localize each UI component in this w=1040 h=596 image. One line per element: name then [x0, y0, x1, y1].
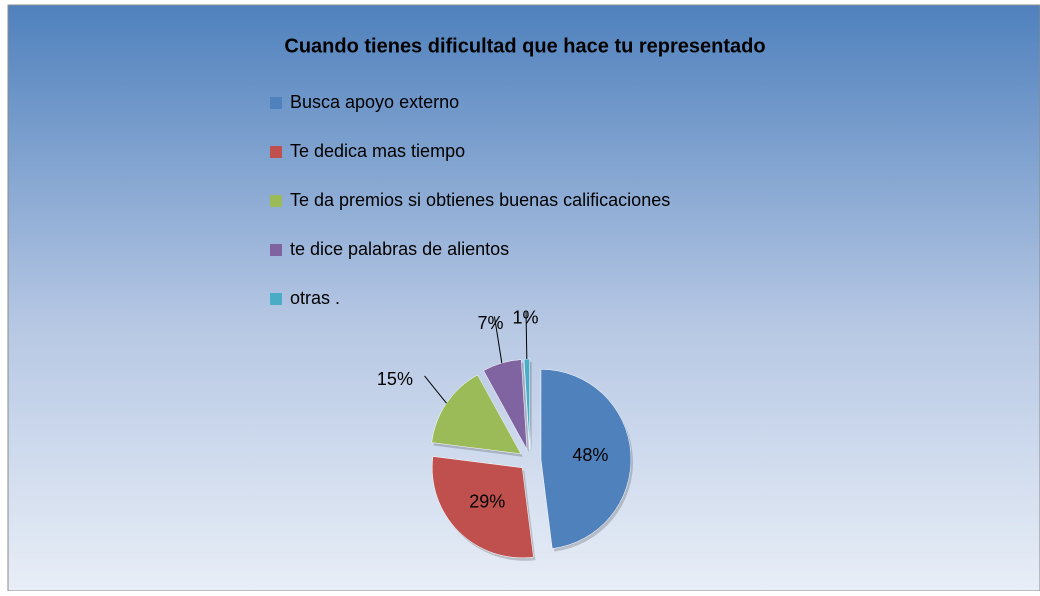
legend-swatch: [270, 244, 282, 256]
legend-label: Te dedica mas tiempo: [290, 141, 465, 161]
legend-swatch: [270, 146, 282, 158]
legend-swatch: [270, 195, 282, 207]
pie-slice: [431, 374, 522, 455]
legend-swatch: [270, 293, 282, 305]
data-label: 1%: [513, 307, 539, 327]
legend-label: Busca apoyo externo: [290, 92, 459, 112]
legend-label: Te da premios si obtienes buenas calific…: [290, 190, 670, 210]
data-label: 29%: [469, 492, 505, 512]
leader-line: [525, 310, 528, 360]
leader-line: [424, 375, 447, 404]
pie-slice: [540, 369, 632, 549]
data-label: 15%: [377, 369, 413, 389]
legend-swatch: [270, 97, 282, 109]
legend-label: te dice palabras de alientos: [290, 239, 509, 259]
data-label: 7%: [478, 313, 504, 333]
leader-line: [493, 316, 503, 364]
legend-label: otras .: [290, 288, 340, 308]
pie-slice: [432, 456, 534, 558]
data-label: 48%: [572, 445, 608, 465]
chart-title: Cuando tienes dificultad que hace tu rep…: [284, 35, 765, 57]
